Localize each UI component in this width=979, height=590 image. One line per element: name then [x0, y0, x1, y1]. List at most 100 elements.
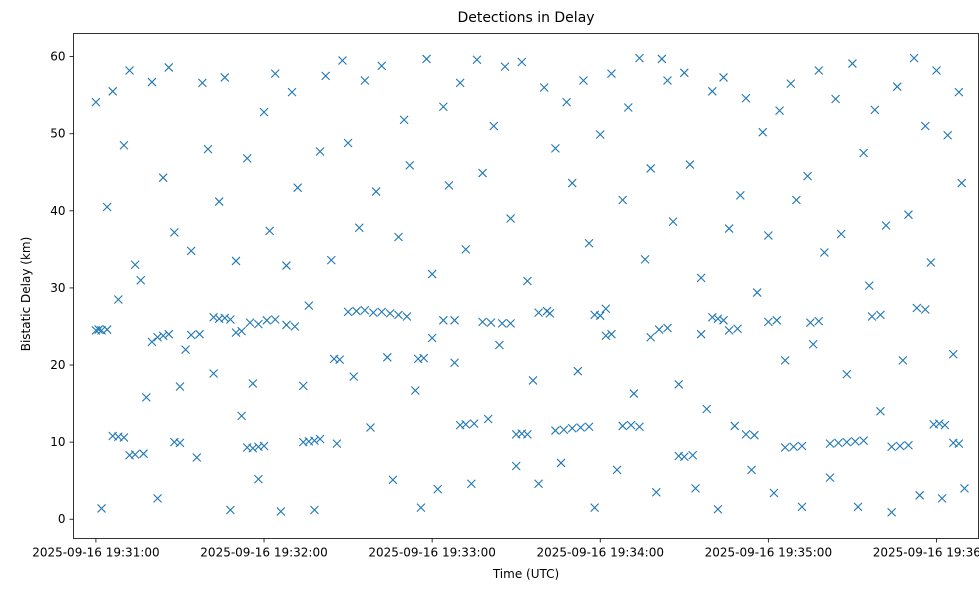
- data-point: [859, 148, 869, 158]
- data-point: [937, 494, 947, 503]
- data-point: [209, 312, 218, 322]
- data-point: [850, 436, 860, 446]
- data-point: [298, 381, 308, 391]
- data-point: [461, 420, 471, 429]
- data-point: [612, 465, 622, 475]
- data-point: [724, 224, 734, 233]
- data-point: [382, 352, 392, 362]
- data-point: [276, 507, 286, 516]
- data-point: [719, 315, 728, 325]
- data-point: [469, 419, 479, 429]
- data-point: [287, 87, 297, 97]
- data-point: [360, 76, 370, 85]
- y-tick-label: 40: [50, 204, 65, 218]
- data-point: [920, 305, 930, 314]
- data-point: [573, 366, 583, 376]
- data-point: [791, 195, 801, 205]
- data-point: [130, 260, 140, 270]
- data-point: [820, 248, 829, 257]
- data-point: [248, 379, 258, 388]
- data-point: [125, 66, 134, 75]
- data-point: [853, 502, 863, 512]
- data-point: [130, 450, 140, 459]
- data-point: [733, 324, 742, 334]
- y-axis-label: Bistatic Delay (km): [19, 237, 33, 352]
- data-point: [595, 311, 605, 321]
- data-point: [635, 53, 644, 63]
- data-point: [245, 318, 255, 328]
- data-point: [511, 461, 521, 471]
- data-point: [876, 310, 885, 320]
- x-tick-label: 2025-09-16 19:33:00: [368, 546, 495, 560]
- data-point: [912, 303, 922, 313]
- data-point: [831, 94, 840, 104]
- data-point: [231, 328, 241, 338]
- data-point: [139, 449, 148, 459]
- data-point: [797, 502, 807, 512]
- x-tick-label: 2025-09-16 19:32:00: [200, 546, 327, 560]
- data-point: [545, 308, 555, 318]
- data-point: [388, 475, 398, 485]
- data-point: [304, 301, 314, 311]
- data-point: [290, 322, 300, 331]
- data-point: [335, 355, 345, 365]
- data-point: [887, 442, 897, 452]
- data-point: [797, 441, 807, 451]
- data-point: [551, 143, 560, 153]
- data-point: [293, 183, 303, 193]
- data-point: [904, 440, 913, 450]
- data-point: [943, 130, 953, 140]
- data-point: [528, 376, 538, 385]
- data-point: [394, 310, 403, 320]
- data-point: [377, 61, 387, 71]
- data-point: [169, 228, 179, 237]
- data-point: [366, 423, 375, 432]
- data-point: [808, 339, 818, 349]
- data-point: [646, 332, 656, 342]
- data-point: [848, 59, 857, 68]
- data-point: [763, 231, 773, 240]
- data-point: [881, 221, 891, 230]
- data-point: [576, 423, 586, 432]
- data-point: [158, 173, 168, 183]
- data-point: [195, 329, 204, 339]
- data-point: [691, 483, 700, 493]
- data-point: [523, 430, 532, 439]
- data-point: [842, 369, 852, 379]
- data-point: [954, 87, 964, 97]
- data-point: [775, 106, 784, 115]
- data-point: [864, 281, 874, 291]
- data-point: [607, 69, 616, 78]
- data-point: [825, 473, 835, 482]
- y-tick-label: 10: [50, 435, 65, 449]
- data-point: [707, 86, 717, 96]
- data-point: [343, 307, 353, 317]
- data-point: [539, 83, 549, 92]
- data-point: [825, 439, 835, 449]
- data-point: [478, 317, 487, 327]
- data-point: [730, 421, 740, 431]
- data-point: [94, 325, 104, 334]
- data-point: [954, 439, 964, 449]
- data-points: [91, 53, 969, 517]
- data-point: [102, 325, 112, 334]
- data-point: [506, 319, 515, 328]
- x-tick-label: 2025-09-16 19:36:00: [873, 546, 979, 560]
- data-point: [629, 389, 639, 398]
- data-point: [663, 323, 672, 333]
- x-tick-label: 2025-09-16 19:35:00: [705, 546, 832, 560]
- data-point: [242, 154, 252, 163]
- y-tick-label: 50: [50, 127, 65, 141]
- data-point: [696, 329, 706, 339]
- x-axis-label: Time (UTC): [492, 567, 559, 581]
- data-point: [321, 71, 331, 81]
- data-point: [113, 295, 123, 304]
- data-point: [259, 107, 269, 117]
- data-point: [895, 441, 905, 451]
- data-point: [747, 465, 756, 475]
- data-point: [466, 479, 476, 489]
- data-point: [282, 261, 291, 270]
- data-point: [749, 430, 759, 440]
- data-point: [814, 316, 824, 326]
